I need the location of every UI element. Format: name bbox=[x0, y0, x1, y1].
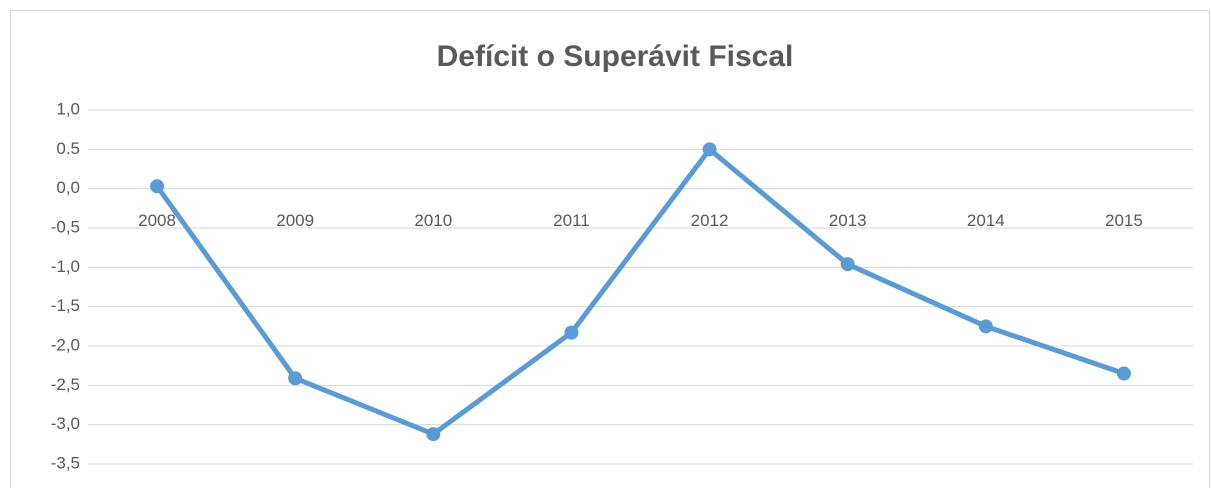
chart-border bbox=[10, 10, 1210, 488]
y-tick-label: -3,0 bbox=[51, 414, 80, 433]
data-point bbox=[150, 179, 165, 194]
series-line bbox=[155, 146, 1125, 437]
y-tick-label: 1,0 bbox=[56, 99, 80, 118]
data-point bbox=[288, 371, 303, 386]
data-point bbox=[564, 325, 579, 340]
y-tick-label: -1,0 bbox=[51, 257, 80, 276]
x-tick-label: 2010 bbox=[414, 211, 452, 230]
y-tick-label: -1,5 bbox=[51, 296, 80, 315]
y-tick-label: -3,5 bbox=[51, 453, 80, 472]
x-tick-label: 2012 bbox=[691, 211, 729, 230]
data-point bbox=[978, 319, 993, 334]
data-point bbox=[840, 257, 855, 272]
data-point bbox=[1116, 366, 1131, 381]
y-tick-label: -2,0 bbox=[51, 335, 80, 354]
y-tick-label: -0,5 bbox=[51, 217, 80, 236]
x-tick-label: 2015 bbox=[1105, 211, 1143, 230]
y-tick-label: -2,5 bbox=[51, 375, 80, 394]
x-tick-label: 2011 bbox=[553, 211, 590, 230]
data-point bbox=[426, 427, 441, 442]
x-tick-label: 2013 bbox=[829, 211, 867, 230]
x-tick-label: 2009 bbox=[276, 211, 314, 230]
chart-title: Defícit o Superávit Fiscal bbox=[437, 40, 794, 73]
data-point bbox=[702, 142, 717, 157]
x-tick-label: 2014 bbox=[967, 211, 1005, 230]
y-tick-label: 0,0 bbox=[56, 178, 80, 197]
x-tick-label: 2008 bbox=[138, 211, 176, 230]
y-tick-label: 0.5 bbox=[56, 139, 80, 158]
